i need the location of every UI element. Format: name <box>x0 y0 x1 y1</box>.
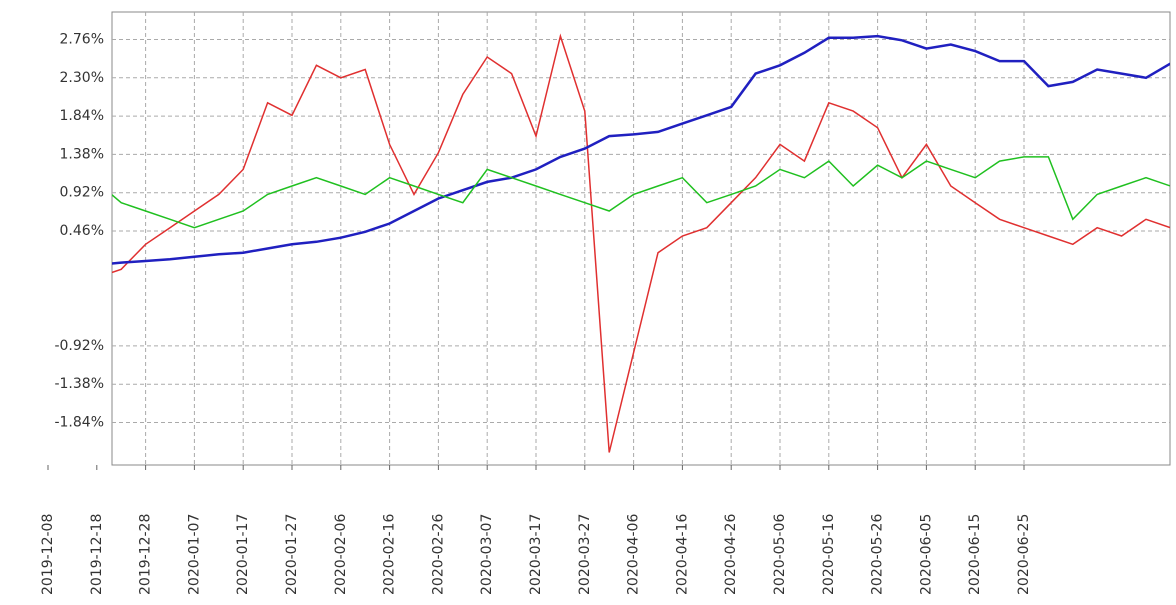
series-line <box>112 33 1170 453</box>
x-tick-label: 2020-04-26 <box>723 514 739 595</box>
x-tick-label: 2020-06-05 <box>918 514 934 595</box>
series-line <box>112 156 1170 229</box>
x-tick-label: 2020-06-15 <box>967 514 983 595</box>
y-tick-label: 1.84% <box>60 108 104 124</box>
x-tick-label: 2020-01-07 <box>186 514 202 595</box>
x-tick-label: 2020-04-16 <box>674 514 690 595</box>
x-tick-label: 2020-02-06 <box>333 514 349 595</box>
x-tick-label: 2020-06-25 <box>1016 514 1032 595</box>
x-tick-label: 2020-05-06 <box>772 514 788 595</box>
x-tick-label: 2019-12-28 <box>138 514 154 595</box>
x-tick-label: 2020-01-27 <box>284 514 300 595</box>
y-tick-label: -1.38% <box>54 376 104 392</box>
series-line <box>112 34 1170 265</box>
y-tick-label: 2.30% <box>60 70 104 86</box>
lines <box>112 33 1170 453</box>
y-tick-label: -1.84% <box>54 415 104 431</box>
x-tick-label: 2019-12-18 <box>89 514 105 595</box>
plot-area <box>111 11 1171 466</box>
x-tick-label: 2020-05-16 <box>821 514 837 595</box>
y-tick-label: -0.92% <box>54 338 104 354</box>
labels: 2.76% 2.30% 1.84% 1.38% 0.92% 0.46% -0.92% -1.3… <box>40 31 1032 595</box>
x-tick-label: 2020-01-17 <box>235 514 251 595</box>
x-tick-label: 2020-04-06 <box>626 514 642 595</box>
x-tick-label: 2020-03-07 <box>479 514 495 595</box>
x-tick-label: 2020-02-16 <box>382 514 398 595</box>
y-tick-label: 2.76% <box>60 31 104 47</box>
y-tick-label: 1.38% <box>60 146 104 162</box>
grid <box>112 12 1170 465</box>
y-tick-label: 0.92% <box>60 185 104 201</box>
y-tick-label: 0.46% <box>60 223 104 239</box>
x-tick-label: 2020-02-26 <box>430 514 446 595</box>
x-tick-label: 2019-12-08 <box>40 514 56 595</box>
x-tick-label: 2020-05-26 <box>870 514 886 595</box>
x-tick-label: 2020-03-17 <box>528 514 544 595</box>
x-tick-label: 2020-03-27 <box>577 514 593 595</box>
